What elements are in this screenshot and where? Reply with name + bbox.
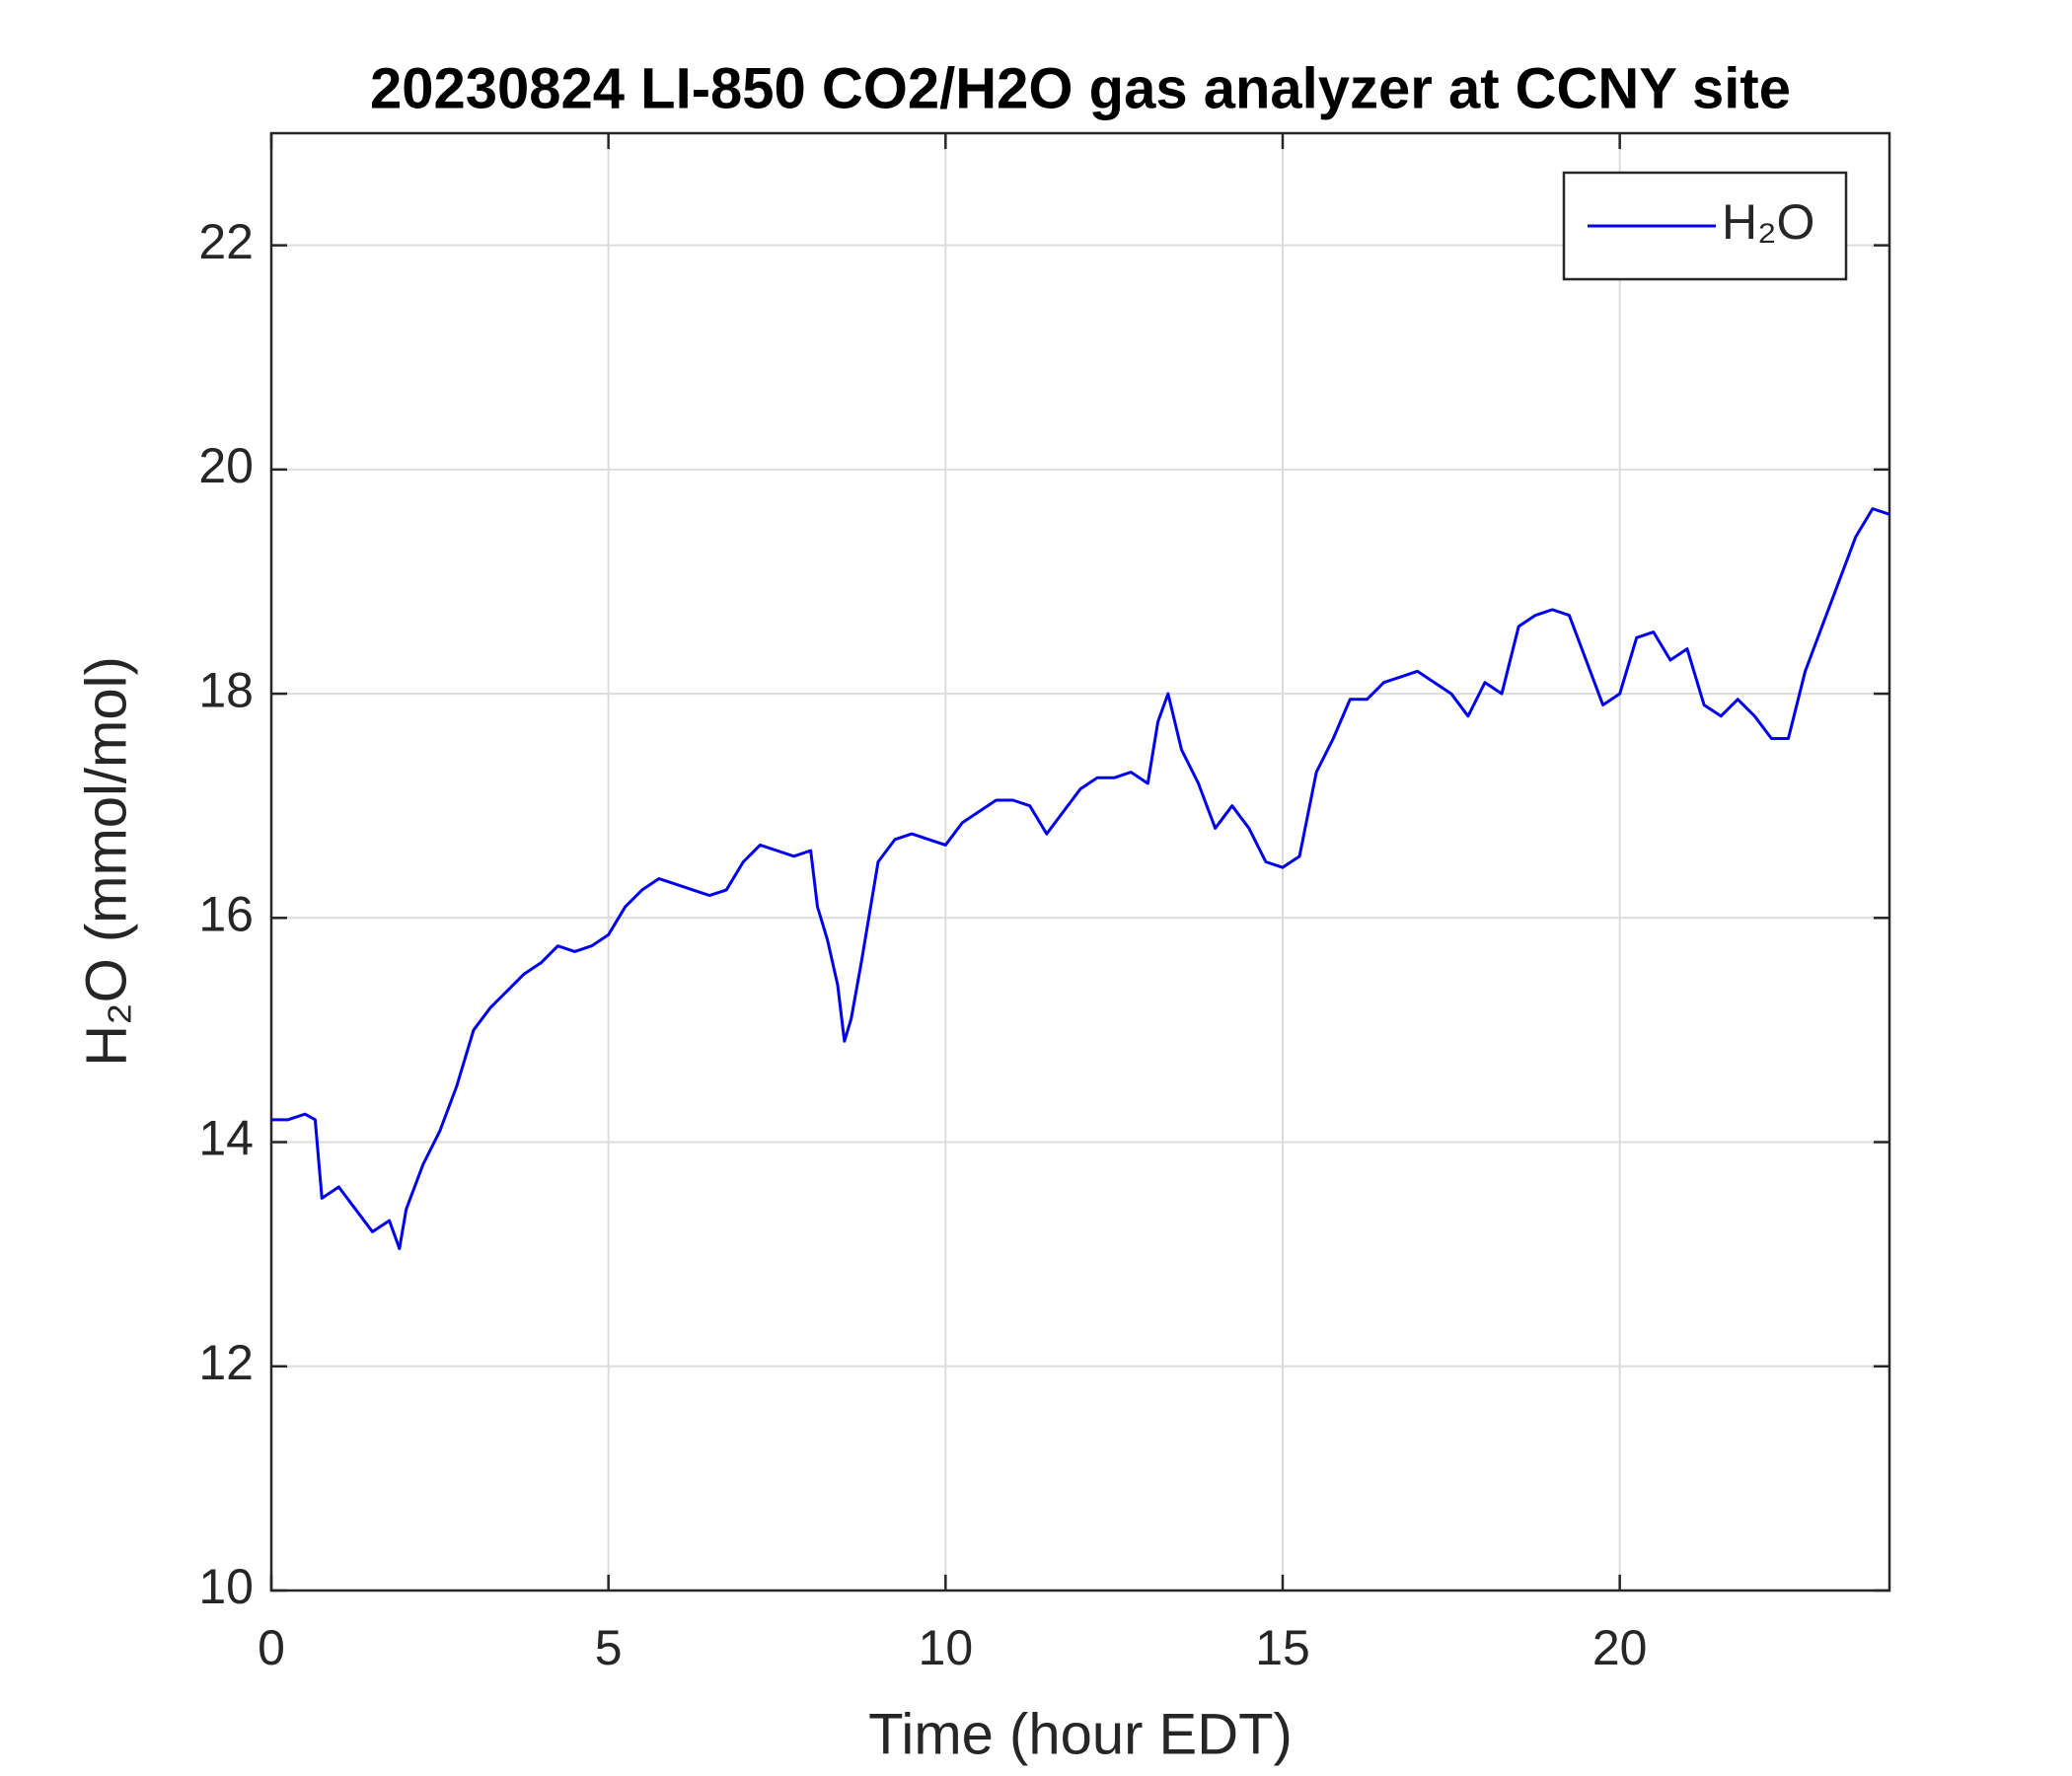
x-tick-label: 0 xyxy=(258,1620,285,1675)
y-tick-label: 12 xyxy=(198,1335,254,1390)
y-tick-label: 22 xyxy=(198,214,254,269)
legend-label: H₂O xyxy=(1722,194,1814,250)
y-axis-label: H₂O (mmol/mol) xyxy=(74,656,138,1067)
x-tick-label: 10 xyxy=(919,1620,974,1675)
y-tick-label: 20 xyxy=(198,438,254,493)
chart-title: 20230824 LI-850 CO2/H2O gas analyzer at … xyxy=(370,56,1791,120)
x-axis-label: Time (hour EDT) xyxy=(868,1702,1293,1766)
plot-frame xyxy=(269,131,1891,1592)
y-tick-label: 18 xyxy=(198,662,254,717)
y-tick-label: 16 xyxy=(198,887,254,942)
x-tick-label: 20 xyxy=(1592,1620,1648,1675)
x-tick-label: 15 xyxy=(1255,1620,1310,1675)
y-tick-label: 10 xyxy=(198,1559,254,1614)
y-tick-label: 14 xyxy=(198,1111,254,1166)
data-line xyxy=(271,507,1890,1250)
x-tick-label: 5 xyxy=(595,1620,623,1675)
